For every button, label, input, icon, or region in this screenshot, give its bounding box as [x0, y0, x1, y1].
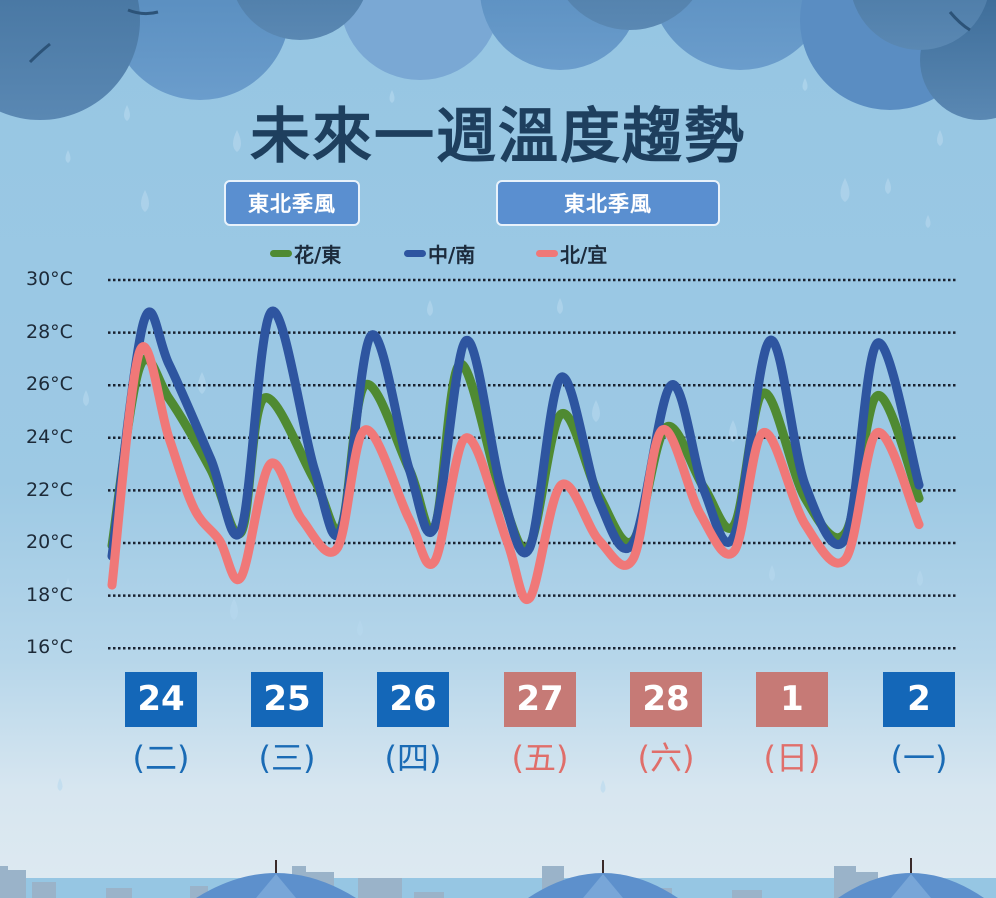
legend-label: 北/宜 — [560, 242, 608, 267]
weekday-label: (六) — [637, 739, 695, 777]
date-box: 28 — [630, 672, 702, 727]
date-box: 24 — [125, 672, 197, 727]
weekday-label: (日) — [763, 739, 821, 777]
day-column: 27 (五) — [504, 672, 576, 779]
day-column: 2 (一) — [883, 672, 955, 779]
legend-label: 中/南 — [428, 242, 476, 267]
legend-item-north-yilan: 北/宜 — [536, 241, 608, 267]
y-tick: 20°C — [26, 531, 73, 553]
day-column: 1 (日) — [756, 672, 828, 779]
legend-swatch-red — [536, 249, 558, 257]
date-box: 1 — [756, 672, 828, 727]
day-column: 26 (四) — [377, 672, 449, 779]
y-tick: 18°C — [26, 584, 73, 606]
weekday-label: (一) — [890, 739, 948, 777]
date-box: 27 — [504, 672, 576, 727]
day-column: 28 (六) — [630, 672, 702, 779]
date-box: 25 — [251, 672, 323, 727]
weekday-label: (三) — [258, 739, 316, 777]
y-tick: 16°C — [26, 636, 73, 658]
weekday-label: (四) — [384, 739, 442, 777]
raindrops-decoration — [57, 78, 943, 793]
series-lines — [107, 306, 924, 605]
legend-swatch-green — [270, 249, 292, 257]
y-tick: 30°C — [26, 268, 73, 290]
weekday-label: (二) — [132, 739, 190, 777]
date-box: 26 — [377, 672, 449, 727]
day-column: 24 (二) — [125, 672, 197, 779]
weekday-label: (五) — [511, 739, 569, 777]
legend-swatch-blue — [404, 249, 426, 257]
y-tick: 22°C — [26, 479, 73, 501]
temperature-line-chart — [107, 278, 958, 650]
day-column: 25 (三) — [251, 672, 323, 779]
series-line-北/宜 — [107, 342, 924, 605]
date-box: 2 — [883, 672, 955, 727]
y-tick: 24°C — [26, 426, 73, 448]
page-title: 未來一週溫度趨勢 — [250, 102, 746, 172]
season-tag-2: 東北季風 — [496, 180, 720, 226]
legend-item-central-south: 中/南 — [404, 241, 476, 267]
cloud-banner — [0, 0, 996, 120]
city-umbrella-decoration — [0, 858, 984, 898]
legend-item-hualien: 花/東 — [270, 241, 342, 267]
series-line-中/南 — [107, 306, 924, 561]
y-tick: 28°C — [26, 321, 73, 343]
season-tag-1: 東北季風 — [224, 180, 360, 226]
legend-label: 花/東 — [294, 242, 342, 267]
y-tick: 26°C — [26, 373, 73, 395]
